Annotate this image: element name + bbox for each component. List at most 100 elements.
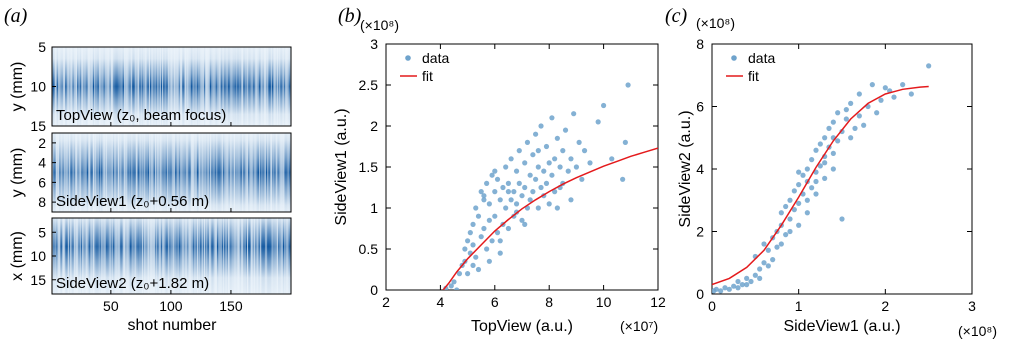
heatmap-column [246, 47, 249, 126]
ytick-label: 5 [38, 224, 46, 240]
data-point [748, 278, 754, 285]
data-point [465, 238, 471, 244]
heatmap-column [62, 218, 65, 294]
heatmap-column [139, 218, 141, 294]
heatmap-column [141, 133, 144, 212]
heatmap-column [110, 218, 113, 294]
ytick-label: 8 [696, 36, 704, 52]
heatmap-column [148, 47, 151, 126]
heatmap-column [279, 133, 281, 212]
heatmap-column [275, 218, 277, 294]
heatmap-column [232, 133, 234, 212]
heatmap-column [170, 218, 172, 294]
data-point [809, 185, 815, 191]
heatmap-column [87, 47, 90, 126]
heatmap-column [250, 47, 252, 126]
heatmap-column [103, 218, 105, 294]
heatmap-column [63, 218, 66, 294]
heatmap-column [62, 47, 65, 126]
heatmap-column [100, 133, 103, 212]
data-point [511, 189, 517, 195]
data-point [830, 166, 836, 172]
heatmap-column [52, 133, 54, 212]
heatmap-column [256, 218, 258, 294]
data-point [519, 193, 525, 199]
data-point [765, 263, 771, 269]
heatmap-column [126, 133, 128, 212]
xtick-label: 100 [159, 298, 183, 314]
heatmap-column [127, 47, 129, 126]
xtick-label: 50 [103, 298, 119, 314]
heatmap-column [287, 47, 289, 126]
heatmap-column [177, 47, 179, 126]
data-point [497, 238, 503, 244]
heatmap-column [54, 133, 56, 212]
heatmap-column [194, 47, 196, 126]
heatmap-column [85, 133, 87, 212]
heatmap-column [104, 47, 107, 126]
heatmap-column [276, 133, 279, 212]
heatmap-column [277, 133, 280, 212]
heatmap-column [182, 47, 184, 126]
heatmap-column [53, 133, 55, 212]
heatmap-column [242, 47, 244, 126]
heatmap-column [195, 218, 197, 294]
heatmap-column [230, 218, 232, 294]
data-point [581, 148, 588, 154]
heatmap-column [206, 47, 208, 126]
heatmap-column [104, 133, 107, 212]
heatmap-column [203, 133, 206, 212]
heatmap-column [160, 218, 163, 294]
heatmap-column [85, 218, 87, 294]
heatmap-column [264, 218, 267, 294]
data-point [462, 246, 468, 252]
heatmap-column [280, 133, 282, 212]
heatmap-column [262, 133, 264, 212]
heatmap-column [232, 47, 234, 126]
heatmap-column [275, 47, 277, 126]
heatmap-column [187, 218, 189, 294]
heatmap-column [209, 133, 212, 212]
heatmap-column [158, 47, 160, 126]
heatmap-column [203, 218, 206, 294]
heatmap-column [161, 47, 164, 126]
heatmap-column [178, 47, 181, 126]
data-point [791, 188, 797, 194]
heatmap-column [279, 47, 281, 126]
panel-c-x-multiplier: (×10⁸) [958, 323, 997, 339]
heatmap-column [268, 218, 270, 294]
heatmap-column [60, 218, 62, 294]
data-point [568, 156, 574, 162]
heatmap-column [279, 218, 281, 294]
heatmap-column [239, 47, 242, 126]
data-point [587, 160, 593, 166]
heatmap-column [122, 47, 124, 126]
heatmap-column [160, 133, 163, 212]
heatmap-column [287, 133, 289, 212]
data-point [503, 164, 509, 170]
heatmap-column [157, 47, 159, 126]
heatmap-column [244, 133, 246, 212]
heatmap-column [259, 47, 262, 126]
heatmap-column [233, 218, 236, 294]
heatmap-column [69, 218, 72, 294]
heatmap-column [209, 218, 212, 294]
heatmap-column [103, 133, 105, 212]
heatmap-column [130, 133, 133, 212]
heatmap-column [151, 133, 153, 212]
heatmap-column [222, 218, 225, 294]
heatmap-column [116, 47, 119, 126]
heatmap-column [117, 47, 120, 126]
heatmap-column [250, 218, 252, 294]
heatmap-column [202, 47, 205, 126]
heatmap-column [208, 218, 211, 294]
heatmap-column [240, 133, 243, 212]
data-point [826, 125, 832, 131]
heatmap-column [129, 133, 132, 212]
data-point [765, 247, 771, 253]
heatmap-column [135, 47, 138, 126]
heatmap-column [183, 47, 185, 126]
heatmap-column [262, 47, 264, 126]
data-point [878, 97, 884, 103]
